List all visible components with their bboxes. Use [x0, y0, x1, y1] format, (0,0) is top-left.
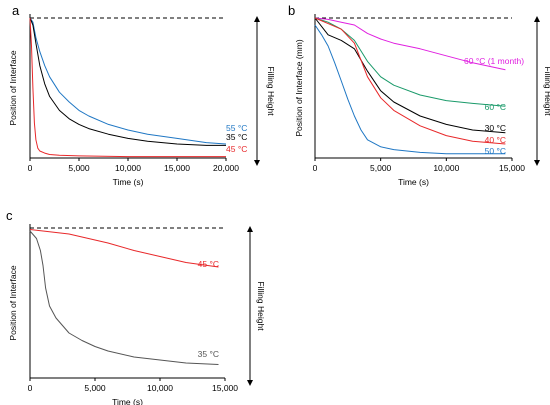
- arrow-down-head: [254, 160, 260, 166]
- x-tick-label: 5,000: [84, 383, 106, 393]
- x-tick-label: 0: [313, 163, 318, 173]
- chart-panel-a: a 0 5,000 10,000 15,000 20,000 Time (s) Positio…: [8, 3, 276, 187]
- x-tick-label: 5,000: [370, 163, 392, 173]
- panel-label: b: [288, 3, 295, 18]
- chart-panel-b: b 0 5,000 10,000 15,000 Time (s) Position of I…: [288, 3, 550, 187]
- series-label: 60 °C: [485, 102, 506, 112]
- panel-label: a: [12, 3, 20, 18]
- series-label: 60 °C (1 month): [464, 56, 524, 66]
- filling-height-label: Filling Height: [266, 66, 276, 116]
- series-line-0: [29, 229, 219, 268]
- x-tick-label: 10,000: [433, 163, 459, 173]
- series-label: 55 °C: [226, 123, 247, 133]
- filling-height-label: Filling Height: [543, 66, 550, 116]
- x-tick-label: 10,000: [147, 383, 173, 393]
- chart-panel-c: c 0 5,000 10,000 15,000 Time (s) Position of I…: [6, 208, 266, 405]
- series-label: 35 °C: [198, 349, 219, 359]
- arrow-up-head: [247, 226, 253, 232]
- x-tick-label: 5,000: [68, 163, 90, 173]
- x-tick-label: 15,000: [499, 163, 525, 173]
- series-label: 30 °C: [485, 123, 506, 133]
- filling-height-label: Filling Height: [256, 281, 266, 331]
- series-label: 45 °C: [226, 144, 247, 154]
- panel-label: c: [6, 208, 13, 223]
- x-axis-label: Time (s): [112, 397, 143, 405]
- series-label: 35 °C: [226, 132, 247, 142]
- x-tick-label: 0: [28, 383, 33, 393]
- x-tick-label: 15,000: [164, 163, 190, 173]
- y-axis-label: Position of Interface: [8, 50, 18, 125]
- x-tick-label: 10,000: [115, 163, 141, 173]
- series-label: 40 °C: [485, 135, 506, 145]
- series-line-1: [29, 17, 226, 146]
- series-line-2: [29, 17, 226, 158]
- x-axis-label: Time (s): [398, 177, 429, 187]
- x-axis-label: Time (s): [113, 177, 144, 187]
- arrow-down-head: [534, 160, 540, 166]
- y-axis-label: Position of Interface (mm): [294, 39, 304, 136]
- x-tick-label: 0: [28, 163, 33, 173]
- x-tick-label: 20,000: [213, 163, 239, 173]
- series-label: 45 °C: [198, 259, 219, 269]
- arrow-up-head: [534, 16, 540, 22]
- series-line-3: [314, 17, 506, 145]
- series-line-0: [314, 17, 506, 71]
- series-line-2: [314, 17, 506, 134]
- series-line-0: [29, 17, 227, 145]
- y-axis-label: Position of Interface: [8, 265, 18, 340]
- series-line-4: [314, 24, 506, 155]
- arrow-up-head: [254, 16, 260, 22]
- arrow-down-head: [247, 380, 253, 386]
- x-tick-label: 15,000: [212, 383, 238, 393]
- series-line-1: [29, 230, 219, 365]
- series-label: 50 °C: [485, 146, 506, 156]
